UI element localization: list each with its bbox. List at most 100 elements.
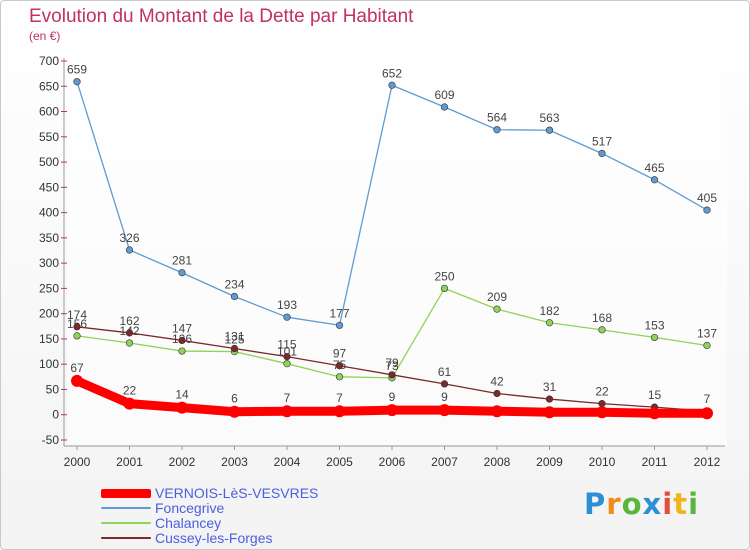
data-label: 125 bbox=[224, 333, 244, 347]
x-tick-label: 2011 bbox=[642, 455, 668, 469]
x-tick-label: 2010 bbox=[589, 455, 616, 469]
data-label: 517 bbox=[592, 134, 612, 148]
data-label: 42 bbox=[490, 375, 504, 389]
y-tick-label: 450 bbox=[39, 180, 59, 194]
data-point bbox=[283, 360, 291, 368]
y-tick-label: 0 bbox=[52, 408, 59, 422]
y-tick-label: 550 bbox=[39, 130, 59, 144]
data-label: 97 bbox=[333, 347, 347, 361]
data-point bbox=[440, 103, 449, 111]
data-label: 14 bbox=[175, 388, 189, 402]
data-label: 147 bbox=[172, 321, 192, 335]
data-label: 9 bbox=[441, 390, 448, 404]
plot-area bbox=[67, 56, 727, 445]
y-tick-label: 300 bbox=[39, 256, 59, 270]
y-tick-label: 500 bbox=[39, 155, 59, 169]
data-point bbox=[281, 405, 293, 418]
data-point bbox=[178, 347, 186, 355]
data-label: 281 bbox=[172, 254, 192, 268]
data-label: 7 bbox=[704, 392, 711, 406]
data-label: 564 bbox=[487, 111, 507, 125]
data-label: 79 bbox=[385, 356, 399, 370]
logo-letter: t bbox=[673, 487, 689, 521]
data-point bbox=[493, 389, 501, 398]
y-tick-label: 650 bbox=[39, 79, 59, 93]
data-point bbox=[178, 336, 186, 345]
chart-subtitle: (en €) bbox=[29, 29, 61, 43]
logo-letter: i bbox=[688, 487, 700, 521]
data-label: 174 bbox=[67, 308, 87, 322]
x-tick-label: 2007 bbox=[431, 455, 458, 469]
data-label: 6 bbox=[231, 392, 238, 406]
data-point bbox=[598, 400, 606, 408]
data-point bbox=[176, 401, 188, 414]
data-point bbox=[283, 313, 291, 321]
data-label: 67 bbox=[70, 361, 84, 375]
data-label: 31 bbox=[543, 380, 557, 394]
data-point bbox=[388, 371, 396, 379]
data-label: 177 bbox=[329, 306, 349, 320]
x-tick-label: 2008 bbox=[484, 455, 511, 469]
data-label: 137 bbox=[697, 327, 717, 341]
data-point bbox=[125, 246, 134, 254]
logo-letter: o bbox=[621, 487, 643, 521]
y-tick-label: 50 bbox=[46, 382, 60, 396]
data-label: 15 bbox=[648, 388, 662, 402]
y-tick-label: 600 bbox=[39, 105, 59, 119]
data-point bbox=[388, 81, 396, 89]
x-tick-label: 2004 bbox=[274, 455, 301, 469]
legend-label: VERNOIS-LèS-VESVRES bbox=[155, 485, 319, 501]
data-label: 153 bbox=[644, 318, 664, 332]
x-tick-label: 2002 bbox=[169, 455, 196, 469]
logo-letter: x bbox=[642, 487, 663, 521]
data-label: 22 bbox=[123, 384, 137, 398]
data-label: 250 bbox=[434, 269, 454, 283]
data-label: 465 bbox=[644, 161, 664, 175]
data-point bbox=[596, 406, 608, 419]
proxiti-logo[interactable]: Proxiti bbox=[584, 487, 699, 521]
data-point bbox=[440, 380, 449, 388]
data-label: 9 bbox=[389, 390, 396, 404]
data-label: 326 bbox=[119, 231, 139, 245]
data-point bbox=[598, 149, 606, 158]
data-point bbox=[703, 206, 711, 214]
data-label: 652 bbox=[382, 66, 402, 80]
data-point bbox=[125, 329, 134, 337]
data-point bbox=[491, 405, 503, 418]
data-label: 168 bbox=[592, 311, 612, 325]
x-tick-label: 2005 bbox=[326, 455, 353, 469]
y-tick-label: 100 bbox=[39, 357, 59, 371]
legend-label: Foncegrive bbox=[155, 500, 225, 516]
data-label: 209 bbox=[487, 290, 507, 304]
y-tick-label: -50 bbox=[42, 433, 60, 447]
legend-label: Cussey-les-Forges bbox=[155, 530, 273, 546]
x-tick-label: 2001 bbox=[116, 455, 143, 469]
logo-letter: i bbox=[662, 487, 674, 521]
y-tick-label: 700 bbox=[39, 54, 59, 68]
data-point bbox=[493, 305, 501, 313]
y-tick-label: 350 bbox=[39, 231, 59, 245]
data-label: 115 bbox=[277, 338, 296, 352]
data-label: 193 bbox=[277, 298, 297, 312]
data-point bbox=[701, 407, 713, 420]
data-point bbox=[333, 405, 346, 418]
legend-swatch bbox=[101, 537, 151, 539]
data-point bbox=[283, 353, 291, 361]
data-point bbox=[650, 333, 659, 342]
y-tick-label: 250 bbox=[39, 281, 59, 295]
data-label: 405 bbox=[697, 191, 717, 205]
data-point bbox=[71, 374, 83, 387]
legend-swatch bbox=[101, 507, 151, 509]
legend-swatch bbox=[101, 522, 151, 524]
data-label: 182 bbox=[539, 304, 559, 318]
y-tick-label: 400 bbox=[39, 206, 59, 220]
data-point bbox=[230, 344, 239, 353]
x-tick-label: 2000 bbox=[64, 455, 91, 469]
x-tick-label: 2012 bbox=[694, 455, 721, 469]
legend-swatch bbox=[101, 489, 151, 498]
data-label: 234 bbox=[224, 277, 244, 291]
x-tick-label: 2003 bbox=[221, 455, 248, 469]
data-label: 131 bbox=[224, 330, 244, 344]
data-point bbox=[335, 321, 344, 329]
